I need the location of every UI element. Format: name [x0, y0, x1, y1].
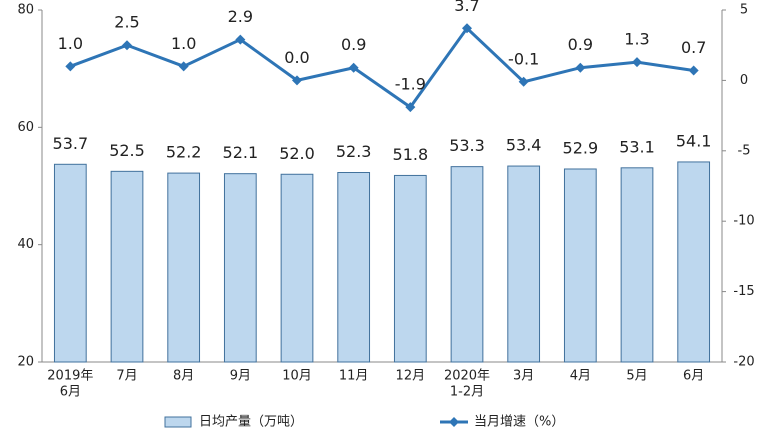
legend-marker	[449, 417, 459, 427]
line-value-label: 2.5	[114, 13, 139, 32]
x-tick-label: 2020年	[444, 369, 490, 384]
bar	[53, 163, 87, 363]
legend-label: 日均产量（万吨）	[199, 415, 303, 430]
line-marker	[405, 102, 416, 113]
line-value-label: 0.7	[681, 38, 706, 57]
x-tick-label: 12月	[396, 369, 426, 384]
line-value-label: 1.3	[624, 30, 649, 49]
bar	[507, 165, 541, 363]
bar	[110, 170, 144, 363]
y-tick-label: 80	[17, 3, 34, 18]
bar	[677, 161, 711, 363]
bar	[393, 174, 427, 363]
line-marker	[348, 62, 359, 73]
x-tick-label: 1-2月	[450, 385, 484, 400]
line-marker	[178, 61, 189, 72]
bar-value-label: 52.0	[279, 144, 315, 163]
x-tick-label: 7月	[116, 369, 137, 384]
y-tick-label: 20	[17, 355, 34, 370]
x-tick-label: 9月	[230, 369, 251, 384]
line-marker	[518, 76, 529, 87]
bar-value-label: 52.1	[223, 143, 259, 162]
x-tick-label: 10月	[282, 369, 312, 384]
line-marker	[65, 61, 76, 72]
x-tick-label: 5月	[626, 369, 647, 384]
bar-value-label: 53.3	[449, 136, 485, 155]
line-value-label: -1.9	[395, 75, 426, 94]
y2-tick-label: -5	[738, 143, 751, 158]
x-tick-label: 6月	[683, 369, 704, 384]
bar	[450, 166, 484, 363]
bar-value-label: 53.7	[53, 134, 89, 153]
line	[69, 26, 694, 110]
x-tick-label: 2019年	[47, 369, 93, 384]
y2-tick-label: -20	[733, 355, 754, 370]
bar-value-label: 52.5	[109, 141, 145, 160]
x-tick-label: 8月	[173, 369, 194, 384]
bar-value-label: 53.4	[506, 136, 542, 155]
bar-value-label: 53.1	[619, 137, 655, 156]
bar	[223, 173, 257, 363]
y2-tick-label: -15	[733, 284, 754, 299]
bar	[167, 172, 201, 363]
bar-value-label: 52.3	[336, 142, 372, 161]
line-value-label: 0.9	[568, 35, 593, 54]
bar-value-label: 52.9	[563, 138, 599, 157]
legend-label: 当月增速（%）	[474, 415, 564, 430]
bar	[563, 168, 597, 363]
bar	[280, 173, 314, 363]
line-value-label: 3.7	[454, 0, 479, 15]
line-value-label: 1.0	[58, 34, 83, 53]
line-marker	[235, 34, 246, 45]
x-tick-label: 11月	[339, 369, 369, 384]
line-marker	[462, 23, 472, 34]
bar	[337, 172, 371, 363]
line-value-label: 2.9	[228, 7, 253, 26]
line-value-label: 1.0	[171, 34, 196, 53]
line-marker	[122, 40, 132, 51]
x-tick-label: 4月	[570, 369, 591, 384]
y-tick-label: 60	[17, 120, 34, 135]
y-tick-label: 40	[17, 237, 34, 252]
line-marker	[292, 75, 302, 86]
y2-tick-label: -10	[733, 214, 754, 229]
line-value-label: 0.0	[284, 48, 309, 67]
y2-tick-label: 5	[740, 3, 748, 18]
x-tick-label: 6月	[60, 385, 81, 400]
x-tick-label: 3月	[513, 369, 534, 384]
line-marker	[632, 57, 642, 68]
bar-value-label: 52.2	[166, 143, 202, 162]
y2-tick-label: 0	[740, 73, 748, 88]
bar-value-label: 54.1	[676, 131, 712, 150]
line-marker	[575, 62, 586, 73]
bar-value-label: 51.8	[393, 145, 429, 164]
line-value-label: 0.9	[341, 35, 366, 54]
line-marker	[688, 65, 699, 76]
legend-swatch	[164, 416, 192, 428]
bar	[620, 167, 654, 363]
line-value-label: -0.1	[508, 49, 539, 68]
